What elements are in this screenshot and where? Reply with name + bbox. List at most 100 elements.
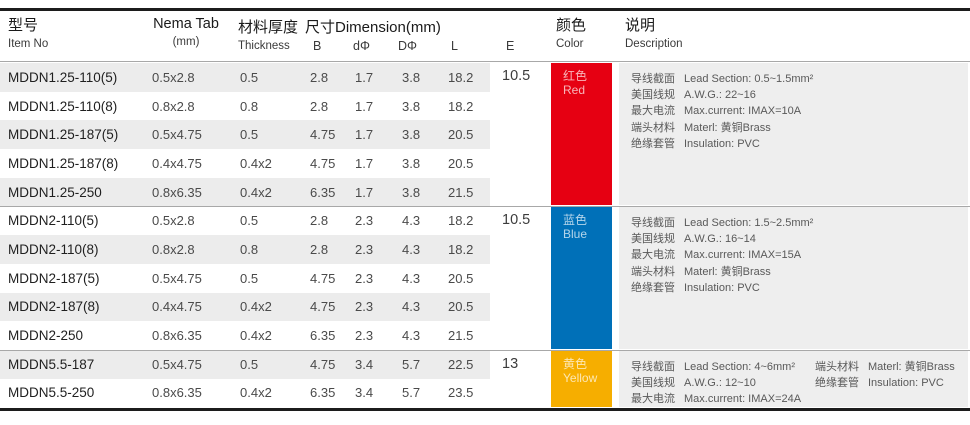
header-color-cn: 颜色 — [556, 17, 587, 34]
nema-tab: 0.8x2.8 — [152, 241, 195, 257]
top-rule — [0, 8, 970, 11]
header-dimension: 尺寸Dimension(mm) — [305, 19, 441, 36]
nema-tab: 0.8x6.35 — [152, 328, 202, 344]
dim-l: 22.5 — [448, 356, 474, 372]
dim-l: 18.2 — [448, 69, 474, 85]
dim-d-phi: 2.3 — [355, 299, 374, 315]
header-description-en: Description — [625, 38, 683, 50]
header-col-e: E — [506, 39, 515, 53]
e-value: 10.5 — [502, 212, 531, 228]
header-description-cn: 说明 — [625, 17, 656, 34]
bottom-rule — [0, 407, 970, 411]
dim-b: 2.8 — [310, 69, 329, 85]
thickness: 0.4x2 — [240, 155, 272, 171]
desc-line: 绝缘套管 Insulation: PVC — [631, 281, 760, 294]
desc-line: 美国线规 A.W.G.: 16~14 — [631, 233, 756, 246]
item-no: MDDN2-110(5) — [8, 213, 99, 229]
header-col-b: B — [313, 39, 322, 53]
thickness: 0.4x2 — [240, 328, 272, 344]
dim-D-phi: 4.3 — [402, 299, 421, 315]
dim-d-phi: 1.7 — [355, 155, 374, 171]
dim-b: 4.75 — [310, 299, 336, 315]
dim-b: 6.35 — [310, 184, 336, 200]
description-panel: 导线截面 Lead Section: 4~6mm² 美国线规 A.W.G.: 12~… — [619, 351, 968, 407]
dim-d-phi: 2.3 — [355, 270, 374, 286]
desc-line: 导线截面 Lead Section: 0.5~1.5mm² — [631, 73, 814, 85]
thickness: 0.4x2 — [240, 299, 272, 315]
dim-d-phi: 3.4 — [355, 385, 374, 401]
dim-d-phi: 1.7 — [355, 127, 374, 143]
item-no: MDDN1.25-187(8) — [8, 155, 119, 171]
item-no: MDDN1.25-187(5) — [8, 127, 119, 143]
header-thickness-cn: 材料厚度 — [238, 19, 299, 36]
color-name-cn: 黄色 — [563, 357, 588, 371]
thickness: 0.5 — [240, 69, 259, 85]
item-no: MDDN2-187(5) — [8, 270, 100, 286]
dim-d-phi: 1.7 — [355, 69, 374, 85]
dim-b: 6.35 — [310, 328, 336, 344]
header-thickness-en: Thickness — [238, 40, 290, 52]
desc-line: 端头材料 Materl: 黄铜Brass — [815, 361, 955, 373]
header-col-d-phi: dΦ — [353, 39, 370, 53]
table-row: MDDN2-110(5) 0.5x2.8 0.5 2.8 2.3 4.3 18.2 — [0, 206, 970, 235]
table-row: MDDN2-187(5) 0.5x4.75 0.5 4.75 2.3 4.3 20.5 — [0, 264, 970, 293]
header-item-no-en: Item No — [8, 38, 49, 50]
dim-b: 2.8 — [310, 241, 329, 257]
dim-l: 20.5 — [448, 299, 474, 315]
item-no: MDDN5.5-187 — [8, 356, 95, 372]
group-red: 10.5 红色 Red 导线截面 Lead Section: 0.5~1.5mm²… — [0, 63, 970, 205]
header-nema-tab: Nema Tab — [153, 16, 219, 32]
color-name-en: Yellow — [563, 371, 598, 385]
nema-tab: 0.8x6.35 — [152, 184, 202, 200]
desc-line: 最大电流 Max.current: IMAX=10A — [631, 105, 802, 118]
item-no: MDDN2-250 — [8, 328, 84, 344]
header-nema-tab-unit: (mm) — [172, 36, 200, 48]
dim-l: 20.5 — [448, 127, 474, 143]
item-no: MDDN2-110(8) — [8, 241, 99, 257]
nema-tab: 0.4x4.75 — [152, 155, 202, 171]
dim-d-phi: 3.4 — [355, 356, 374, 372]
dim-D-phi: 4.3 — [402, 328, 421, 344]
desc-line: 美国线规 A.W.G.: 22~16 — [631, 89, 756, 102]
dim-l: 21.5 — [448, 328, 474, 344]
header-item-no-cn: 型号 — [8, 17, 39, 34]
dim-d-phi: 1.7 — [355, 184, 374, 200]
desc-line: 绝缘套管 Insulation: PVC — [815, 377, 944, 390]
dim-d-phi: 2.3 — [355, 241, 374, 257]
dim-l: 21.5 — [448, 184, 474, 200]
dim-D-phi: 3.8 — [402, 127, 421, 143]
item-no: MDDN1.25-250 — [8, 184, 102, 200]
desc-line: 绝缘套管 Insulation: PVC — [631, 137, 760, 150]
thickness: 0.8 — [240, 241, 259, 257]
desc-line: 端头材料 Materl: 黄铜Brass — [631, 265, 771, 278]
e-value: 13 — [502, 356, 519, 372]
dim-b: 4.75 — [310, 155, 336, 171]
dim-l: 18.2 — [448, 98, 474, 114]
thickness: 0.8 — [240, 98, 259, 114]
dim-D-phi: 4.3 — [402, 270, 421, 286]
dim-D-phi: 5.7 — [402, 385, 421, 401]
table-row: MDDN5.5-250 0.8x6.35 0.4x2 6.35 3.4 5.7 23.5 — [0, 379, 970, 408]
dim-D-phi: 4.3 — [402, 241, 421, 257]
thickness: 0.4x2 — [240, 385, 272, 401]
dim-d-phi: 2.3 — [355, 213, 374, 229]
group-divider — [0, 349, 970, 351]
color-name-cn: 蓝色 — [563, 213, 588, 227]
dim-D-phi: 5.7 — [402, 356, 421, 372]
item-no: MDDN5.5-250 — [8, 385, 95, 401]
table-body: MDDN1.25-110(5) 0.5x2.8 0.5 2.8 1.7 3.8 18.2 M… — [0, 63, 970, 407]
description-panel: 导线截面 Lead Section: 1.5~2.5mm² 美国线规 A.W.G.:… — [619, 207, 968, 349]
dim-D-phi: 3.8 — [402, 69, 421, 85]
e-value: 10.5 — [502, 68, 531, 84]
thickness: 0.5 — [240, 213, 259, 229]
nema-tab: 0.5x2.8 — [152, 213, 195, 229]
desc-line: 最大电流 Max.current: IMAX=15A — [631, 249, 802, 262]
desc-line: 美国线规 A.W.G.: 12~10 — [631, 377, 756, 390]
dim-D-phi: 4.3 — [402, 213, 421, 229]
dim-b: 2.8 — [310, 98, 329, 114]
dim-D-phi: 3.8 — [402, 155, 421, 171]
color-chip-yellow: 黄色 Yellow — [551, 351, 612, 407]
desc-line: 导线截面 Lead Section: 4~6mm² — [631, 361, 795, 373]
item-no: MDDN2-187(8) — [8, 299, 100, 315]
